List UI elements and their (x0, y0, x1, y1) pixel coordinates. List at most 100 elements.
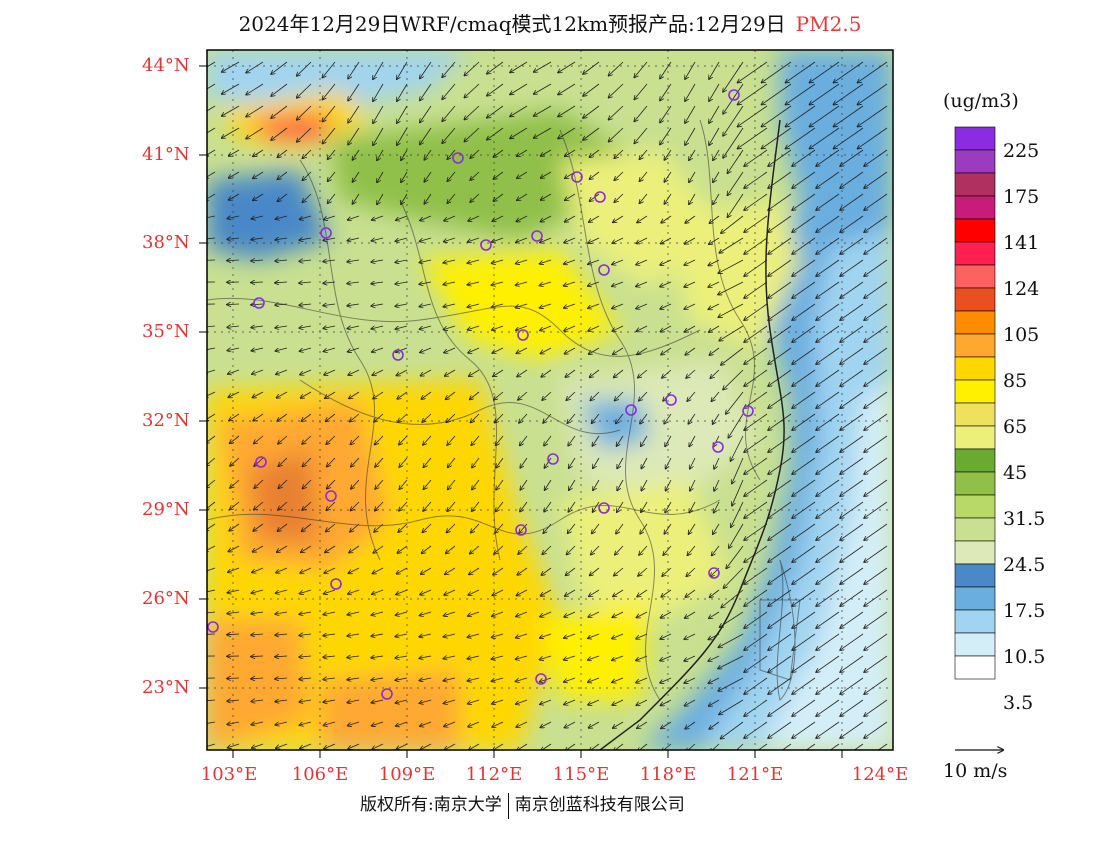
wind-vector (397, 127, 408, 145)
wind-vector (840, 655, 864, 672)
wind-vector (448, 457, 456, 467)
wind-vector (420, 127, 432, 145)
wind-vector (207, 523, 216, 531)
wind-vector (816, 721, 840, 738)
wind-vector (397, 83, 408, 101)
wind-vector (516, 281, 528, 285)
wind-vector (534, 127, 552, 138)
wind-vector (325, 391, 336, 398)
wind-vector (517, 369, 528, 377)
wind-vector (322, 127, 336, 144)
wind-vector (544, 457, 552, 468)
wind-vector (544, 435, 552, 446)
wind-vector (613, 347, 624, 354)
wind-vector (613, 589, 624, 597)
wind-vector (491, 677, 504, 681)
wind-vector (792, 479, 816, 496)
wind-vector (278, 435, 288, 444)
wind-vector (299, 326, 312, 328)
wind-vector (744, 457, 768, 474)
wind-vector (420, 611, 432, 616)
wind-vector (297, 105, 312, 120)
wind-vector (347, 612, 360, 615)
wind-vector (399, 435, 408, 445)
wind-vector (762, 83, 792, 105)
wind-vector (816, 369, 840, 386)
wind-vector (297, 83, 312, 98)
wind-vector (303, 479, 312, 489)
wind-vector (816, 545, 840, 562)
wind-vector (510, 127, 528, 139)
wind-vector (840, 677, 864, 694)
wind-vector (420, 83, 432, 101)
wind-vector (299, 304, 312, 305)
wind-vector (709, 127, 720, 145)
wind-vector (207, 193, 216, 200)
wind-vector (636, 655, 648, 661)
wind-vector (275, 700, 288, 702)
wind-vector (397, 567, 408, 574)
wind-vector (840, 303, 864, 320)
wind-vector (275, 215, 288, 219)
wind-vector (840, 501, 864, 518)
wind-vector (207, 348, 216, 350)
wind-vector (351, 479, 360, 489)
wind-vector (588, 677, 600, 682)
wind-vector (768, 171, 792, 188)
wind-vector (542, 545, 552, 554)
wind-vector (614, 149, 624, 158)
wind-vector (728, 413, 744, 438)
wind-vector (377, 171, 384, 182)
wind-vector (612, 655, 624, 660)
wind-vector (564, 633, 576, 638)
wind-vector (710, 369, 720, 378)
wind-vector (447, 193, 456, 203)
wind-vector (637, 347, 648, 355)
wind-vector (371, 260, 384, 262)
wind-vector (276, 369, 288, 374)
wind-vector (253, 149, 264, 156)
wind-vector (493, 369, 504, 376)
wind-vector (447, 149, 456, 159)
wind-vector (518, 545, 528, 554)
wind-vector (227, 216, 240, 219)
wind-vector (736, 743, 744, 750)
wind-vector (768, 611, 792, 628)
wind-vector (685, 237, 696, 244)
wind-vector (492, 633, 504, 637)
wind-vector (443, 260, 456, 263)
wind-vector (634, 61, 648, 77)
wind-vector (810, 61, 840, 83)
wind-vector (660, 105, 672, 123)
wind-vector (565, 149, 576, 156)
wind-vector (768, 479, 792, 496)
wind-vector (207, 326, 216, 327)
wind-vector (229, 523, 240, 531)
wind-vector (372, 347, 384, 352)
wind-vector (566, 391, 576, 400)
colorbar-swatch (954, 609, 996, 634)
wind-vector (744, 303, 768, 320)
wind-vector (558, 61, 576, 73)
wind-vector (864, 347, 888, 364)
wind-vector (300, 347, 312, 351)
wind-vector (275, 656, 288, 657)
city-marker (517, 329, 529, 341)
wind-vector (323, 282, 336, 283)
wind-vector (275, 238, 288, 240)
wind-vector (227, 678, 240, 679)
wind-vector (324, 743, 336, 749)
wind-vector (444, 721, 456, 727)
wind-vector (744, 589, 768, 606)
wind-vector (816, 479, 840, 496)
wind-vector (592, 413, 600, 423)
wind-vector (371, 326, 384, 329)
wind-vector (723, 127, 744, 158)
wind-vector (419, 282, 432, 284)
wind-vector (496, 435, 504, 445)
wind-vector (744, 281, 768, 298)
wind-vector (840, 523, 864, 540)
wind-vector (487, 127, 504, 140)
wind-vector (207, 634, 216, 635)
wind-vector (322, 105, 336, 122)
